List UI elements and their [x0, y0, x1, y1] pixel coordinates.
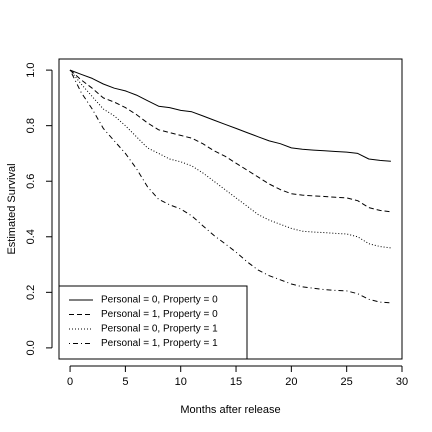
y-tick-label: 1.0 [25, 62, 37, 77]
x-tick-label: 0 [67, 376, 73, 388]
x-tick-label: 25 [341, 376, 353, 388]
x-axis: 0 5 10 15 20 25 30 [67, 365, 408, 388]
legend-label-3: Personal = 0, Property = 1 [101, 324, 218, 335]
y-axis-label: Estimated Survival [6, 163, 18, 254]
y-tick-label: 0.2 [25, 285, 37, 300]
x-tick-label: 10 [175, 376, 187, 388]
y-tick-label: 0.8 [25, 118, 37, 133]
x-tick-label: 20 [285, 376, 297, 388]
x-axis-label: Months after release [180, 404, 280, 416]
x-tick-label: 30 [396, 376, 408, 388]
series-line-2 [69, 69, 391, 213]
series-line-4 [69, 69, 391, 304]
x-tick-label: 5 [122, 376, 128, 388]
plot-lines [69, 69, 391, 304]
series-line-1 [69, 69, 391, 162]
x-tick-label: 15 [230, 376, 242, 388]
y-tick-label: 0.4 [25, 229, 37, 244]
legend: Personal = 0, Property = 0 Personal = 1, … [58, 285, 248, 360]
legend-label-4: Personal = 1, Property = 1 [101, 338, 218, 349]
y-tick-label: 0.6 [25, 174, 37, 189]
y-tick-label: 0.0 [25, 340, 37, 355]
legend-label-1: Personal = 0, Property = 0 [101, 295, 218, 306]
legend-box [58, 285, 248, 360]
y-axis: 0.0 0.2 0.4 0.6 0.8 1.0 [25, 62, 53, 356]
legend-label-2: Personal = 1, Property = 0 [101, 309, 218, 320]
